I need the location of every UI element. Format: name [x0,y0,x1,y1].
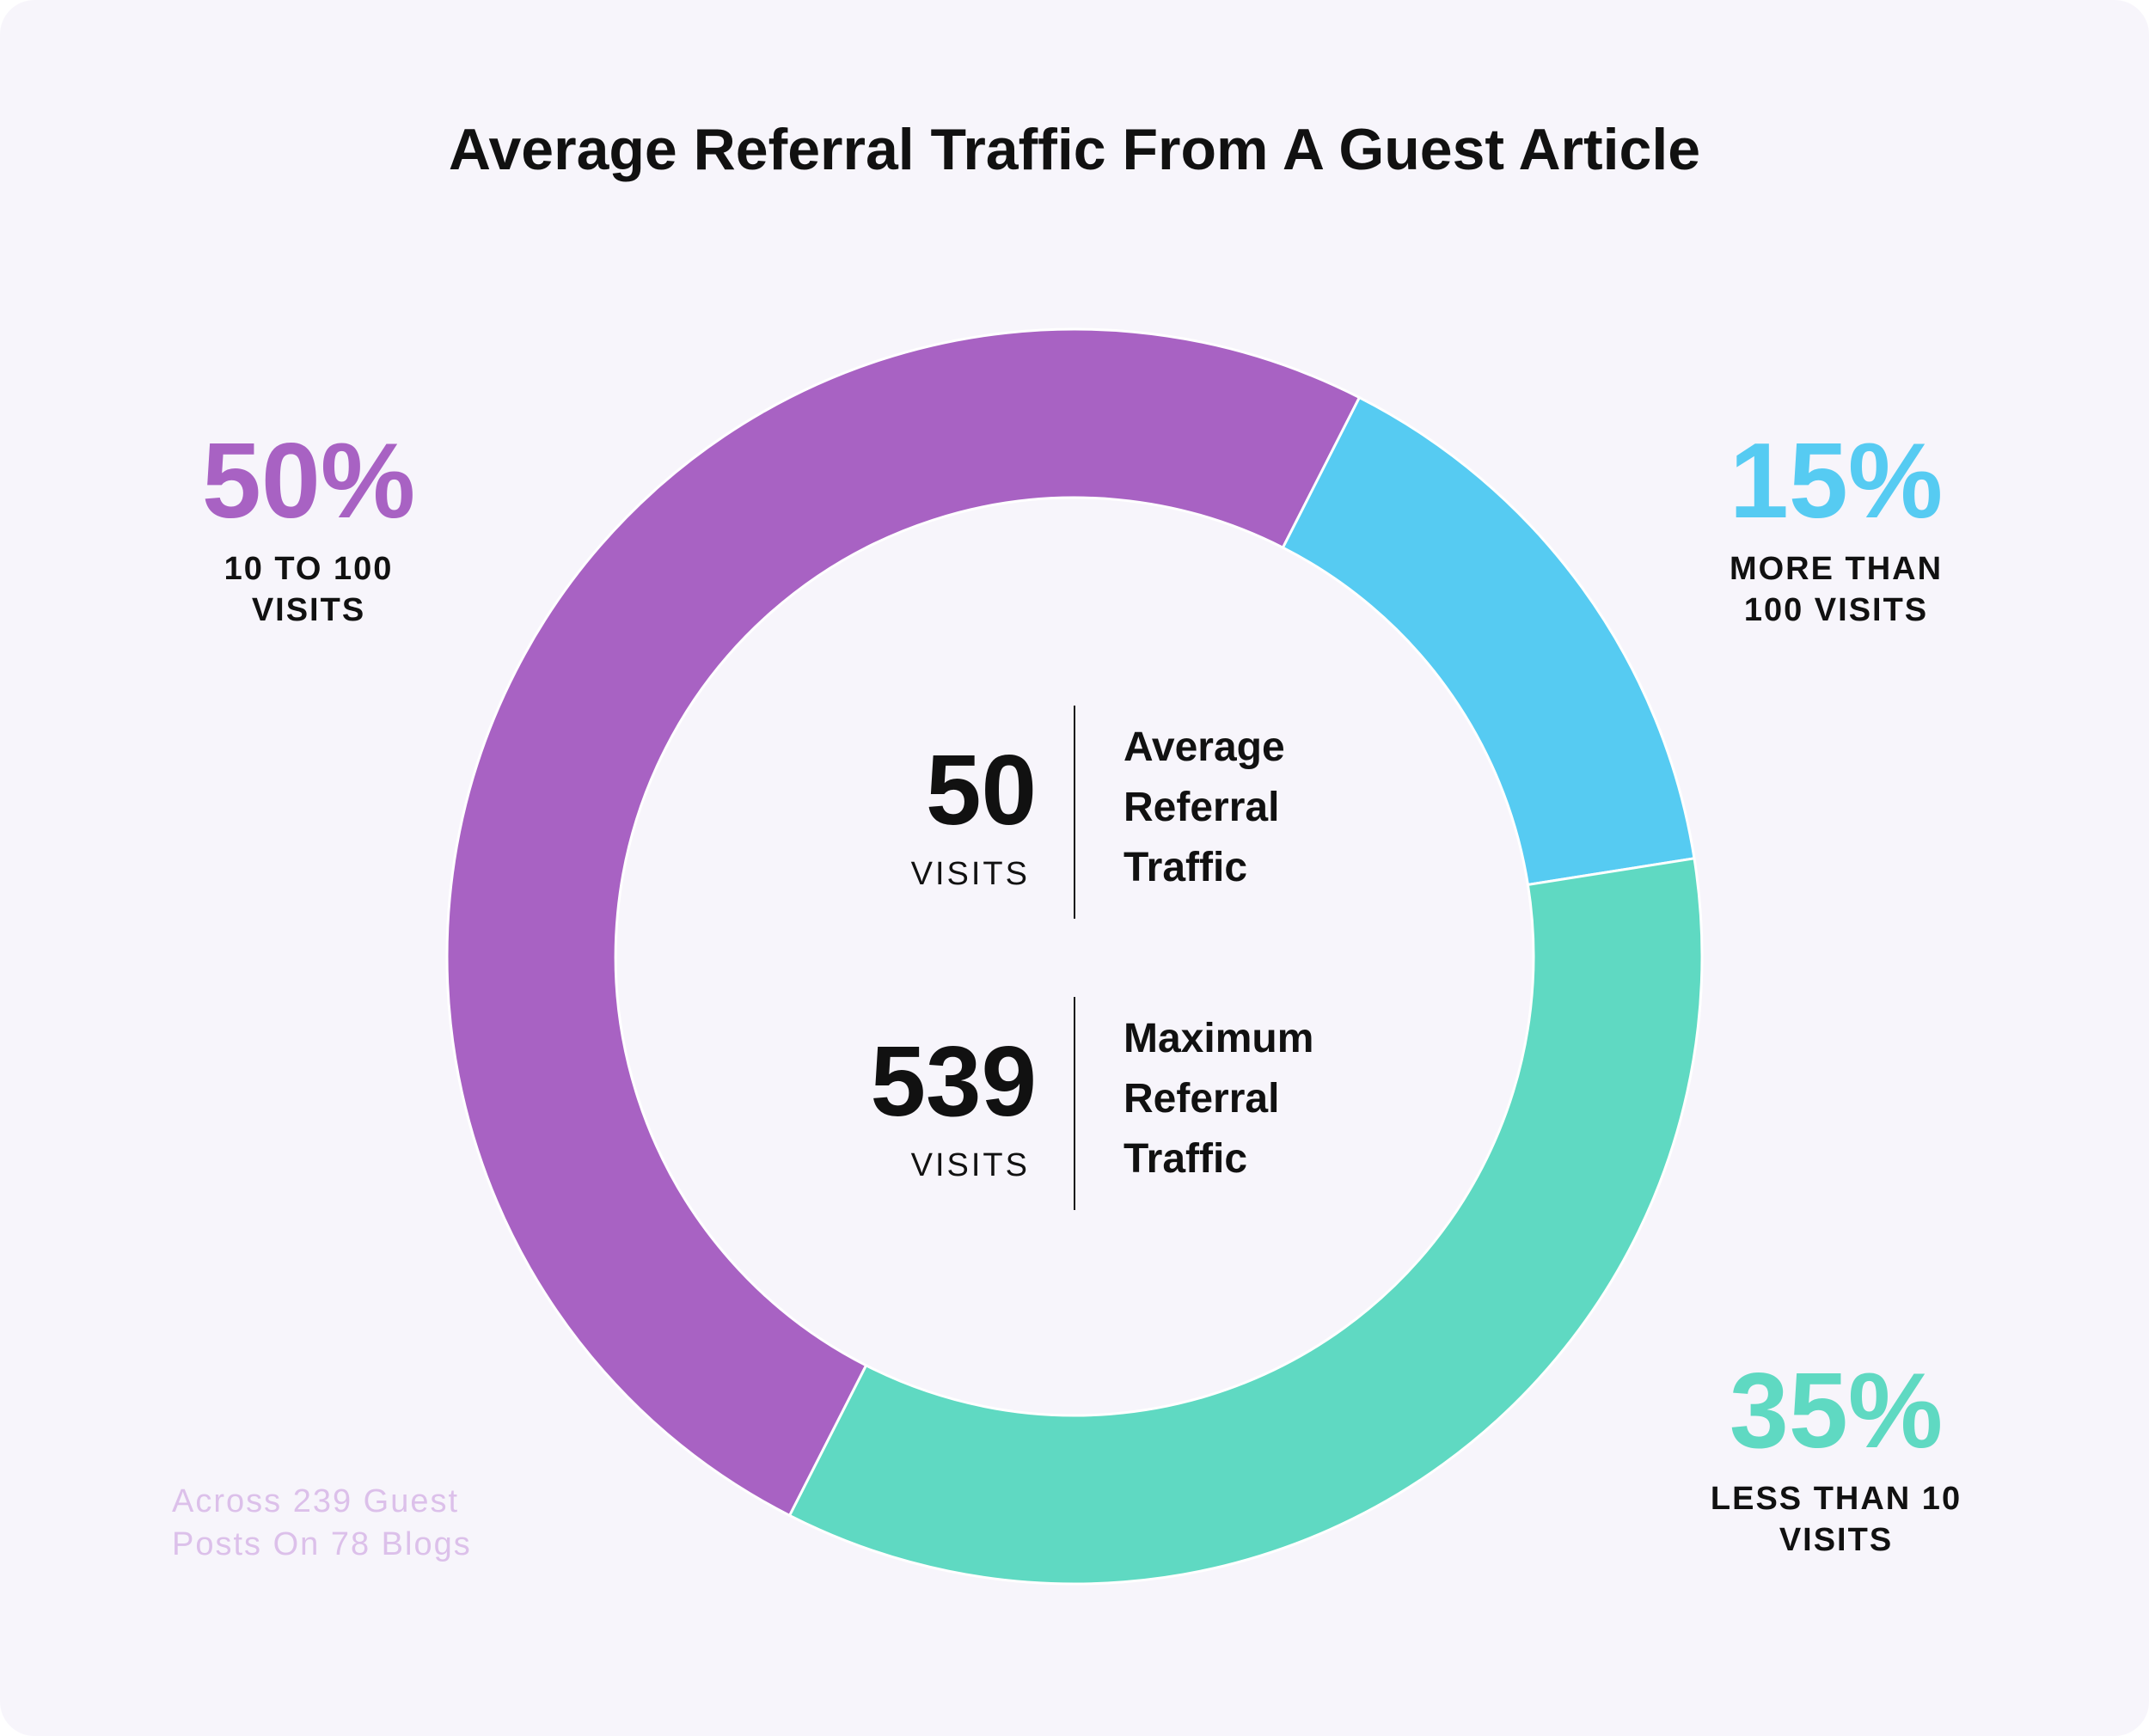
value-label: 15% [1729,422,1944,541]
stat-unit: VISITS [910,1147,1030,1183]
stat-unit: VISITS [910,856,1030,892]
chart-title: Average Referral Traffic From A Guest Ar… [448,117,1701,182]
category-label: LESS THAN 10 VISITS [1710,1481,1962,1558]
value-label: 35% [1729,1352,1944,1470]
category-label: MORE THAN 100 VISITS [1729,551,1944,628]
category-label: 10 TO 100 VISITS [223,551,394,628]
stat-value: 50 [925,734,1037,846]
stat-label: Maximum Referral Traffic [1123,1016,1314,1182]
stat-label: Average Referral Traffic [1123,724,1285,890]
footnote: Across 239 Guest Posts On 78 Blogs [172,1483,472,1562]
stat-value: 539 [870,1025,1037,1137]
donut-segment [447,329,1359,1515]
donut-segment [787,857,1704,1586]
value-label: 50% [201,422,416,541]
